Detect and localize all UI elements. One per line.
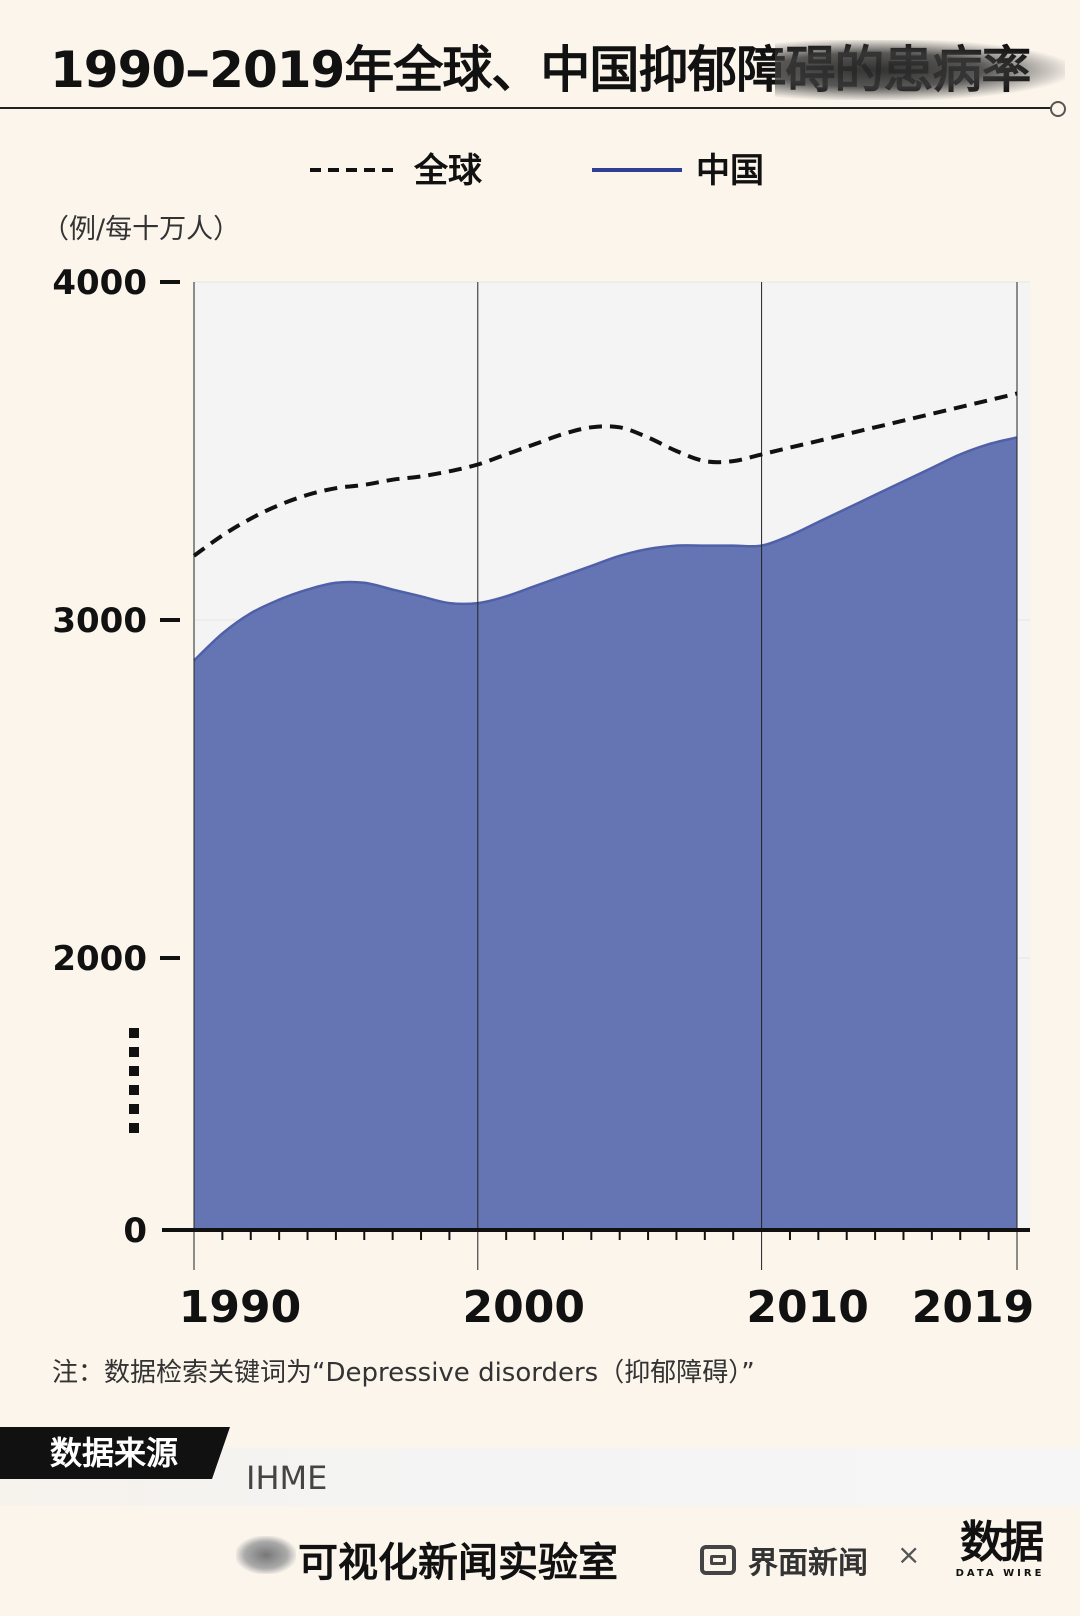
x-tick-label-2019: 2019	[912, 1282, 1034, 1330]
x-tick-label-1990: 1990	[179, 1282, 301, 1330]
series-area-中国	[194, 437, 1017, 1230]
y-axis-break-dot	[129, 1066, 139, 1076]
legend-label-中国: 中国	[696, 151, 764, 191]
y-axis-unit-label: （例/每十万人）	[42, 214, 240, 245]
series-line-中国	[193, 436, 1018, 662]
y-axis-break-dot	[129, 1123, 139, 1133]
chart-legend: 全球 中国	[310, 151, 764, 191]
brand-logo: 数据 DATA WIRE	[940, 1518, 1060, 1588]
partner-name: 界面新闻	[748, 1546, 868, 1581]
divider-end-ring	[1050, 101, 1066, 117]
y-tick-label-4000: 4000	[52, 263, 147, 303]
partner-logo: 界面新闻	[700, 1538, 868, 1582]
footer-lab-name: 可视化新闻实验室	[298, 1540, 618, 1586]
title-divider	[0, 107, 1058, 109]
y-axis-break-dot	[129, 1085, 139, 1095]
source-value: IHME	[246, 1459, 328, 1497]
footnote: 注：数据检索关键词为“Depressive disorders（抑郁障碍）”	[52, 1358, 755, 1388]
brand-logo-subtitle: DATA WIRE	[955, 1568, 1045, 1579]
y-tick-label-2000: 2000	[52, 939, 147, 979]
brand-logo-glyph: 数据	[960, 1517, 1044, 1568]
series-line-全球	[192, 391, 1018, 558]
y-tick-label-0: 0	[123, 1211, 147, 1251]
footer-times: ×	[897, 1538, 921, 1571]
y-axis-break-dot	[129, 1047, 139, 1057]
footer-smudge	[236, 1536, 296, 1574]
title-redaction-smudge	[775, 40, 1065, 100]
y-axis-break-dot	[129, 1028, 139, 1038]
partner-logo-icon	[700, 1545, 736, 1575]
y-axis-break-dot	[129, 1104, 139, 1114]
x-tick-label-2010: 2010	[746, 1282, 868, 1330]
legend-label-全球: 全球	[413, 151, 483, 191]
source-label: 数据来源	[0, 1427, 230, 1479]
area-chart: 全球 中国 （例/每十万人） 4000 3000 2000 0 1990 2000 2010 2…	[42, 151, 1034, 1330]
plot-area: 4000 3000 2000 0 1990 2000 2010 2019	[52, 263, 1034, 1330]
x-tick-label-2000: 2000	[463, 1282, 585, 1330]
y-tick-label-3000: 3000	[52, 601, 147, 641]
